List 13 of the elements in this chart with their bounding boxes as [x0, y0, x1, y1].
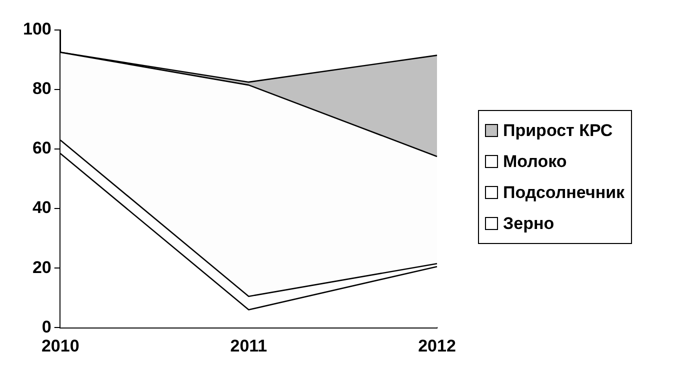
x-tick-label: 2011 — [230, 336, 268, 356]
y-tick-label: 40 — [32, 198, 52, 218]
y-tick-label: 60 — [32, 138, 52, 158]
y-tick-label: 80 — [32, 79, 52, 98]
y-tick-label: 0 — [42, 317, 52, 336]
legend-label: Прирост КРС — [503, 120, 613, 142]
legend-label: Подсолнечник — [503, 182, 625, 204]
legend-label: Зерно — [503, 213, 554, 235]
x-tick-label: 2010 — [41, 336, 80, 356]
x-tick-label: 2012 — [418, 336, 456, 356]
y-tick-label: 20 — [32, 258, 52, 277]
y-tick-label: 100 — [22, 20, 52, 39]
legend-label: Молоко — [503, 151, 567, 173]
